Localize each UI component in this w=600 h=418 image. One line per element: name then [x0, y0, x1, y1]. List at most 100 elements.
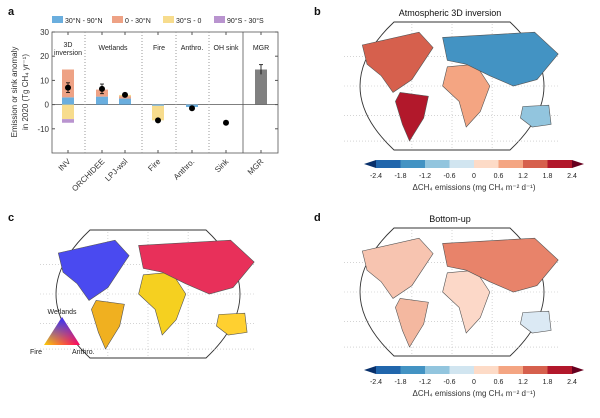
- colorbar-segment: [376, 160, 401, 168]
- colorbar-segment: [400, 160, 426, 168]
- map-outline: [359, 227, 545, 357]
- bar-segment: [62, 104, 74, 120]
- colorbar-segment: [425, 160, 450, 168]
- x-tick-label: ORCHIDEE: [70, 157, 106, 193]
- colorbar-segment: [474, 160, 499, 168]
- continent-africa: [138, 271, 187, 336]
- bar-segment: [62, 119, 74, 123]
- colorbar-segment: [425, 366, 450, 374]
- continent-australia: [520, 310, 552, 334]
- y-axis-label-line1: Emission or sink anomaly: [10, 47, 19, 138]
- colorbar-tick-label: -2.4: [370, 173, 382, 180]
- group-label: inversion: [54, 50, 82, 57]
- colorbar-segment: [449, 160, 475, 168]
- legend-swatch: [112, 16, 123, 23]
- legend-swatch: [163, 16, 174, 23]
- x-tick-label: MGR: [246, 157, 266, 177]
- group-label: 3D: [64, 42, 73, 49]
- continent-namerica: [361, 31, 434, 93]
- legend-label: 30°S - 0: [176, 17, 201, 25]
- mgr-bar: [255, 69, 267, 105]
- colorbar-arrow-right: [572, 160, 584, 168]
- colorbar-segment: [449, 366, 475, 374]
- colorbar-segment: [474, 366, 499, 374]
- y-axis-label-line2: in 2020 (Tg CH₄ yr⁻¹): [21, 54, 30, 130]
- continent-africa: [442, 269, 491, 334]
- map-c: [40, 229, 256, 359]
- colorbar-tick-label: 1.2: [518, 379, 528, 386]
- total-dot: [65, 84, 71, 91]
- x-tick-label: Fire: [146, 157, 162, 173]
- plot-frame: [51, 31, 279, 154]
- y-tick-label: 20: [40, 52, 49, 61]
- bar-segment: [62, 97, 74, 105]
- colorbar-segment: [523, 366, 548, 374]
- panel-a-bar-chart: 30°N - 90°N 0 - 30°N 30°S - 0 90°S - 30°S -1…: [10, 16, 279, 193]
- colorbar-tick-label: 0.6: [494, 379, 504, 386]
- colorbar-arrow-left: [364, 366, 376, 374]
- map-b: [344, 21, 560, 151]
- continent-samerica: [395, 92, 429, 142]
- colorbar-label: ΔCH₄ emissions (mg CH₄ m⁻² d⁻¹): [413, 389, 536, 398]
- colorbar-segment: [523, 160, 548, 168]
- x-tick-label: Anthro.: [172, 157, 197, 182]
- colorbar-tick-label: -1.2: [419, 173, 431, 180]
- continent-australia: [520, 104, 552, 128]
- continent-namerica: [57, 239, 130, 301]
- colorbar-tick-label: 2.4: [567, 173, 577, 180]
- colorbar-segment: [400, 366, 426, 374]
- bar-segment: [152, 105, 164, 121]
- total-dot: [189, 105, 195, 112]
- panel-b-title: Atmospheric 3D inversion: [399, 8, 502, 18]
- colorbar-tick-label: 1.8: [543, 379, 553, 386]
- colorbar-tick-label: 1.8: [543, 173, 553, 180]
- y-tick-label: 10: [40, 76, 49, 85]
- continent-samerica: [395, 298, 429, 348]
- colorbar-tick-label: -1.8: [394, 173, 406, 180]
- bar-segment: [96, 96, 108, 105]
- colorbar-segment: [498, 160, 524, 168]
- colorbar-tick-label: -1.2: [419, 379, 431, 386]
- panel-d-title: Bottom-up: [429, 214, 471, 224]
- continent-eurasia: [138, 239, 255, 295]
- ternary-label-top: Wetlands: [47, 309, 77, 316]
- panel-d-letter: d: [314, 212, 321, 224]
- group-label: Fire: [153, 45, 165, 52]
- panel-c-letter: c: [8, 212, 15, 224]
- colorbar-b: -2.4 -1.8 -1.2 -0.6 0 0.6 1.2 1.8 2.4 ΔCH₄ emissi…: [364, 160, 584, 192]
- legend-swatch: [52, 16, 63, 23]
- y-tick-label: 0: [45, 101, 50, 110]
- continent-namerica: [361, 237, 434, 299]
- colorbar-segment: [498, 366, 524, 374]
- bar-segment: [119, 98, 131, 105]
- panel-b-letter: b: [314, 6, 321, 18]
- map-d: [344, 227, 560, 357]
- colorbar-segment: [547, 160, 573, 168]
- y-tick-label: -10: [37, 125, 49, 134]
- total-dot: [223, 119, 229, 126]
- total-dot: [122, 91, 128, 98]
- continent-eurasia: [442, 31, 559, 87]
- ternary-label-right: Anthro.: [72, 349, 95, 356]
- colorbar-tick-label: -1.8: [394, 379, 406, 386]
- continent-eurasia: [442, 237, 559, 293]
- group-label: MGR: [253, 45, 269, 52]
- bar-segment: [152, 104, 164, 106]
- x-tick-label: INV: [57, 157, 73, 173]
- colorbar-segment: [376, 366, 401, 374]
- x-tick-label: Sink: [213, 156, 231, 174]
- colorbar-tick-label: 0: [472, 173, 476, 180]
- colorbar-tick-label: -0.6: [443, 379, 455, 386]
- legend-label: 90°S - 30°S: [227, 17, 264, 25]
- map-outline: [359, 21, 545, 151]
- ternary-triangle: [44, 317, 80, 345]
- legend-label: 0 - 30°N: [125, 17, 151, 25]
- continent-africa: [442, 63, 491, 128]
- colorbar-tick-label: -0.6: [443, 173, 455, 180]
- colorbar-arrow-right: [572, 366, 584, 374]
- colorbar-label: ΔCH₄ emissions (mg CH₄ m⁻² d⁻¹): [413, 183, 536, 192]
- colorbar-tick-label: -2.4: [370, 379, 382, 386]
- group-label: Wetlands: [98, 45, 128, 52]
- colorbar-segment: [547, 366, 573, 374]
- x-tick-label: LPJ-wsl: [103, 157, 129, 183]
